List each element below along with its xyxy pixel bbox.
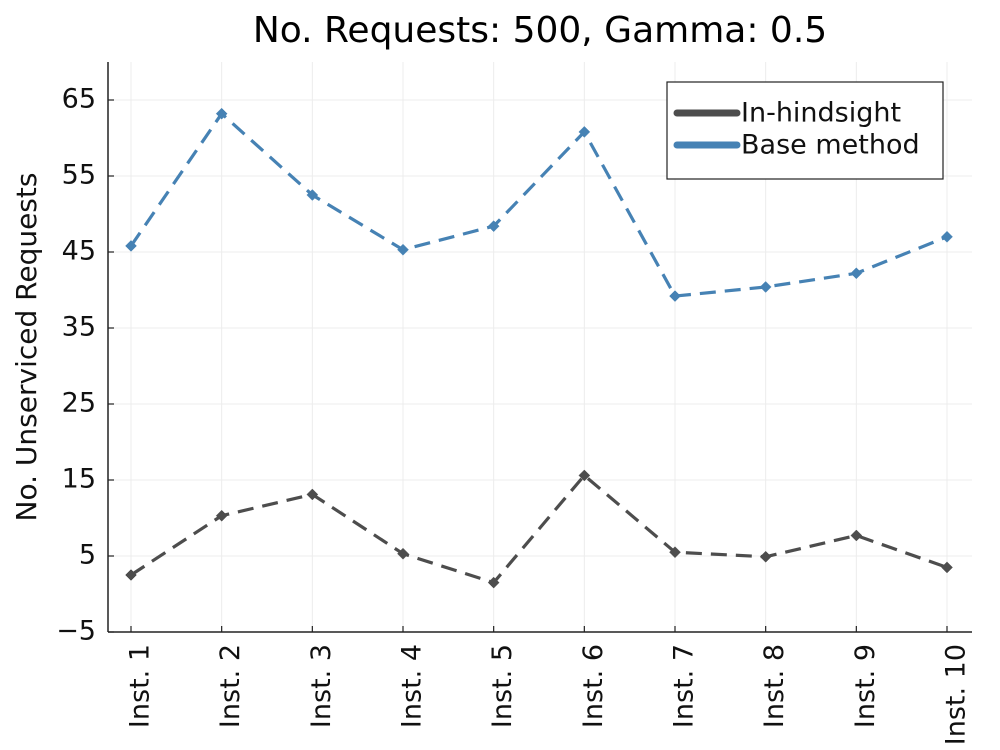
axes bbox=[107, 62, 972, 633]
data-point bbox=[759, 550, 772, 563]
data-point bbox=[487, 576, 500, 589]
data-point bbox=[850, 529, 863, 542]
data-point bbox=[306, 488, 319, 501]
series-line bbox=[130, 473, 948, 585]
data-point bbox=[397, 547, 409, 560]
legend-box bbox=[666, 81, 944, 180]
x-tick-label: Inst. 3 bbox=[306, 644, 337, 728]
data-point bbox=[306, 189, 319, 201]
legend-label: Base method bbox=[741, 130, 920, 161]
series-in-hindsight bbox=[125, 469, 953, 589]
data-point bbox=[578, 126, 591, 138]
legend-label: In-hindsight bbox=[741, 98, 901, 129]
data-point bbox=[125, 240, 137, 252]
data-point bbox=[215, 107, 228, 120]
x-tick-label: Inst. 9 bbox=[850, 644, 881, 728]
x-tick-label: Inst. 5 bbox=[487, 644, 518, 728]
y-tick-label: 35 bbox=[62, 312, 96, 343]
data-point bbox=[850, 267, 863, 280]
series-line bbox=[129, 112, 948, 298]
y-tick-label: −5 bbox=[56, 616, 96, 647]
x-tick-label: Inst. 7 bbox=[669, 644, 700, 728]
data-point bbox=[941, 230, 953, 243]
data-point bbox=[669, 546, 681, 559]
y-tick-label: 55 bbox=[62, 160, 96, 191]
y-tick-label: 65 bbox=[62, 84, 96, 115]
data-point bbox=[397, 243, 409, 256]
tick-labels: −5 5 15 25 35 45 55 65 Inst. 1 Inst. 2 Inst. 3 Inst… bbox=[56, 84, 971, 746]
data-point bbox=[125, 569, 137, 581]
x-tick-label: Inst. 1 bbox=[125, 644, 156, 728]
data-point bbox=[578, 469, 591, 482]
x-tick-label: Inst. 10 bbox=[941, 644, 972, 745]
y-tick-label: 45 bbox=[62, 236, 96, 267]
y-tick-label: 25 bbox=[62, 388, 96, 419]
series-base-method bbox=[125, 107, 953, 302]
data-point bbox=[669, 290, 681, 302]
x-tick-label: Inst. 4 bbox=[397, 644, 428, 728]
grid bbox=[108, 62, 972, 633]
data-point bbox=[941, 561, 953, 574]
x-tick-label: Inst. 6 bbox=[578, 644, 609, 728]
data-point bbox=[759, 281, 772, 293]
series bbox=[125, 107, 953, 589]
y-tick-label: 15 bbox=[62, 464, 96, 495]
x-tick-label: Inst. 2 bbox=[215, 644, 246, 728]
data-point bbox=[487, 220, 500, 233]
y-tick-label: 5 bbox=[79, 540, 96, 571]
x-tick-label: Inst. 8 bbox=[759, 644, 790, 728]
y-axis-label: No. Unserviced Requests bbox=[10, 173, 43, 522]
chart-title: No. Requests: 500, Gamma: 0.5 bbox=[253, 10, 827, 51]
data-point bbox=[215, 509, 228, 522]
